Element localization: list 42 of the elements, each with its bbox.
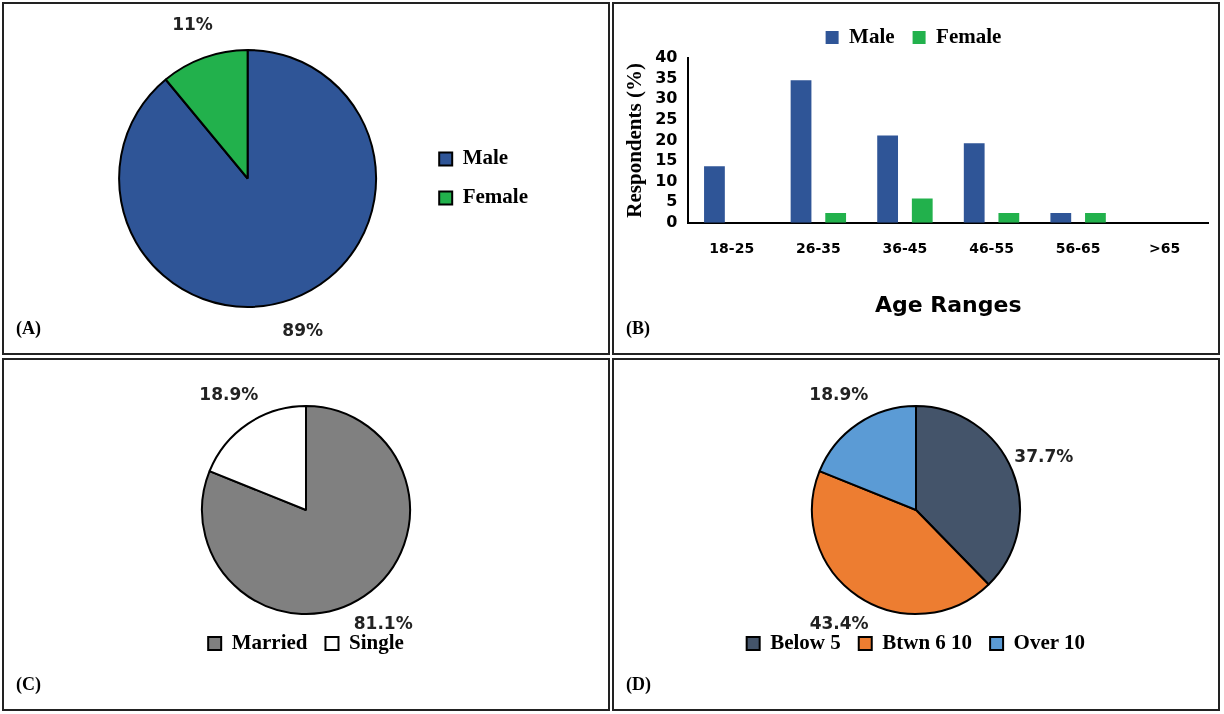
x-tick-label: 46-55	[969, 239, 1014, 256]
y-tick-label: 0	[666, 211, 678, 231]
data-label: 18.9%	[199, 384, 259, 405]
bar	[963, 143, 985, 223]
x-axis-title: Age Ranges	[874, 291, 1022, 317]
y-tick-label: 35	[655, 67, 678, 87]
y-tick-label: 5	[666, 191, 678, 211]
legend-label: Male	[849, 23, 895, 48]
text: (B)	[626, 318, 650, 339]
y-axis-title: Respondents (%)	[622, 63, 647, 218]
y-tick-label: 10	[655, 170, 678, 190]
x-tick-label: >65	[1149, 239, 1181, 256]
data-label: 89%	[282, 319, 323, 340]
y-tick-label: 30	[655, 88, 678, 108]
legend-label: Female	[936, 23, 1002, 48]
legend-label: Over 10	[1013, 629, 1085, 654]
y-tick-label: 15	[655, 150, 678, 170]
text: (A)	[16, 318, 41, 339]
data-label: 11%	[172, 14, 213, 35]
bar	[911, 198, 933, 223]
legend-label: Married	[231, 629, 308, 654]
bar	[998, 212, 1020, 223]
legend-label: Btwn 6 10	[882, 629, 973, 654]
x-tick-label: 18-25	[709, 239, 755, 256]
y-tick-label: 40	[655, 47, 678, 67]
y-tick-label: 25	[655, 108, 678, 128]
bar	[790, 80, 812, 223]
legend-label: Female	[462, 184, 528, 209]
data-label: 18.9%	[809, 384, 869, 405]
x-tick-label: 26-35	[795, 239, 841, 256]
bar	[877, 135, 899, 223]
legend-label: Male	[462, 145, 509, 170]
bar	[704, 166, 725, 223]
data-label: 37.7%	[1014, 446, 1074, 467]
bar	[1085, 212, 1106, 223]
bar	[825, 212, 847, 223]
text: (D)	[626, 674, 651, 695]
y-tick-label: 20	[655, 129, 678, 149]
text: (C)	[16, 674, 41, 695]
bar	[1050, 212, 1072, 223]
x-tick-label: 36-45	[882, 239, 928, 256]
x-tick-label: 56-65	[1055, 239, 1101, 256]
